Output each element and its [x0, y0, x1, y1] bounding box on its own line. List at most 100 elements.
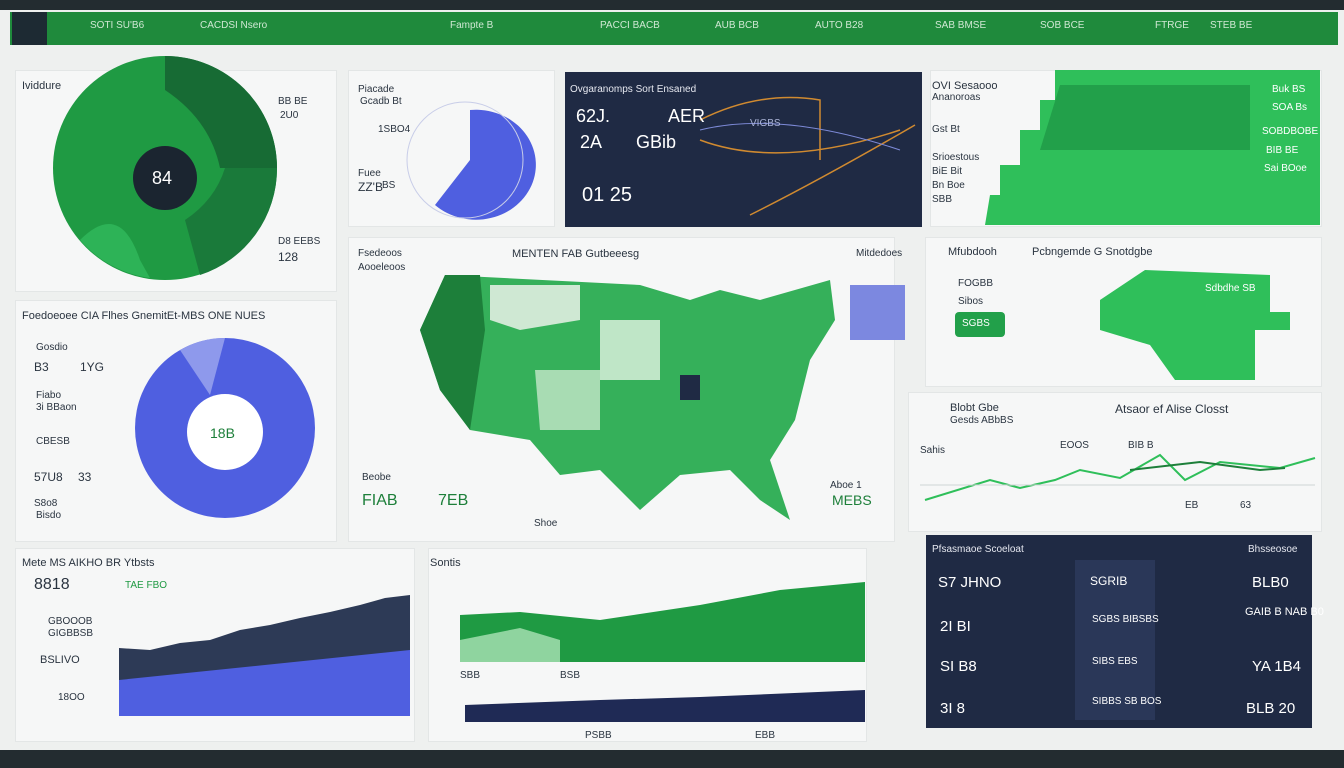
- area: [465, 690, 865, 722]
- label: Bn Boe: [932, 180, 965, 191]
- kpi-value: GBib: [636, 132, 677, 152]
- panel-title: Fsedeoos: [358, 248, 402, 259]
- cell: YA 1B4: [1252, 658, 1301, 675]
- funnel-step: [1040, 85, 1250, 150]
- label: EBB: [755, 730, 776, 741]
- cell: BLB0: [1252, 574, 1289, 591]
- label: Aboe 1: [830, 480, 862, 491]
- map-heading: MENTEN FAB Gutbeeesg: [512, 248, 640, 260]
- label: Sdbdhe SB: [1205, 283, 1256, 294]
- label: BB BE: [278, 96, 308, 107]
- label: B3: [34, 360, 49, 374]
- label: FOGBB: [958, 278, 994, 289]
- label: 18OO: [58, 692, 85, 703]
- label: BiE Bit: [932, 166, 963, 177]
- label: SOA Bs: [1272, 102, 1308, 113]
- donut-hole: [133, 146, 197, 210]
- nav-item[interactable]: PACCI BACB: [600, 20, 660, 31]
- label: 3i BBaon: [36, 402, 77, 413]
- label: BIB B: [1128, 440, 1154, 451]
- panel-subtitle: Pcbngemde G Snotdgbe: [1032, 246, 1153, 258]
- label: BIB BE: [1266, 145, 1299, 156]
- kpi-line: [699, 122, 901, 151]
- nav-item[interactable]: SAB BMSE: [935, 20, 987, 31]
- label: 128: [278, 250, 299, 264]
- ring-hole: [187, 394, 263, 470]
- label: PSBB: [585, 730, 612, 741]
- label: Gosdio: [36, 342, 68, 353]
- nav-item[interactable]: AUB BCB: [715, 20, 759, 31]
- table-title: Pfsasmaoe Scoeloat: [932, 544, 1024, 555]
- kpi-value: AER: [668, 106, 706, 126]
- nav-item[interactable]: CACDSI Nsero: [200, 20, 268, 31]
- label: EOOS: [1060, 440, 1089, 451]
- label: Sahis: [920, 445, 946, 456]
- table-column: [1075, 560, 1155, 720]
- label: EB: [1185, 500, 1199, 511]
- nav-item[interactable]: SOB BCE: [1040, 20, 1085, 31]
- label: CBESB: [36, 436, 70, 447]
- label: Gst Bt: [932, 124, 960, 135]
- panel-title: Mfubdooh: [948, 246, 997, 258]
- area: [119, 650, 410, 716]
- panel-title: Mete MS AIKHO BR Ytbsts: [22, 557, 155, 569]
- nav-item[interactable]: FTRGE: [1155, 20, 1189, 31]
- label: 2U0: [280, 110, 299, 121]
- map-region: [490, 285, 580, 330]
- panel-title: Foedoeoee CIA Flhes GnemitEt-MBS ONE NUE…: [22, 310, 266, 322]
- nav-item[interactable]: SOTI SU'B6: [90, 20, 145, 31]
- label: BSLIVO: [40, 654, 80, 666]
- cell: 2I BI: [940, 618, 971, 635]
- panel: [565, 72, 922, 227]
- label: Buk BS: [1272, 84, 1306, 95]
- map-legend: [850, 285, 905, 340]
- pie-slice: [435, 109, 536, 220]
- panel-title: Ovgaranomps Sort Ensaned: [570, 84, 697, 95]
- area: [460, 628, 560, 662]
- map: [420, 275, 835, 520]
- label: SGBS: [962, 318, 990, 329]
- map-region: [535, 370, 600, 430]
- panel-subtitle: Aooeleoos: [358, 262, 406, 273]
- label: 1YG: [80, 360, 105, 374]
- trend-line: [1129, 460, 1286, 472]
- label: Shoe: [534, 518, 558, 529]
- ring-center: 18B: [210, 425, 235, 441]
- nav-bar: [10, 12, 1338, 45]
- label: 63: [1240, 500, 1252, 511]
- kpi-line: [699, 96, 916, 216]
- label: FIAB: [362, 492, 398, 509]
- label: SBB: [932, 194, 953, 205]
- cell: SGRIB: [1090, 574, 1128, 588]
- region-shape: [1100, 270, 1290, 380]
- panel-value: 8818: [34, 576, 70, 593]
- nav-logo[interactable]: [12, 12, 47, 45]
- label: Bisdo: [36, 510, 62, 521]
- cell: SIBS EBS: [1092, 656, 1138, 667]
- legend: TAE FBO: [125, 580, 168, 591]
- label: SOBDBOBE: [1262, 126, 1319, 137]
- label: Gcadb Bt: [360, 96, 402, 107]
- label: Gesds ABbBS: [950, 415, 1014, 426]
- cell: BLB 20: [1246, 700, 1296, 717]
- map-region: [680, 375, 700, 400]
- pie-guide: [406, 101, 524, 219]
- label: BS: [382, 180, 396, 191]
- label: Piacade: [358, 84, 395, 95]
- donut-slice: [80, 224, 150, 278]
- label: Sai BOoe: [1264, 163, 1307, 174]
- label: Beobe: [362, 472, 391, 483]
- label: SBB: [460, 670, 481, 681]
- ring-slice: [180, 337, 225, 395]
- label: BSB: [560, 670, 581, 681]
- nav-item[interactable]: STEB BE: [1210, 20, 1253, 31]
- nav-item[interactable]: AUTO B28: [815, 20, 864, 31]
- region-pill: [955, 312, 1005, 337]
- label: Mitdedoes: [856, 248, 903, 259]
- label: ZZ'B: [358, 180, 383, 194]
- trend-line: [924, 453, 1316, 501]
- panel-subtitle: Blobt Gbe: [950, 402, 999, 414]
- donut-slice: [185, 168, 278, 275]
- nav-item[interactable]: Fampte B: [450, 20, 494, 31]
